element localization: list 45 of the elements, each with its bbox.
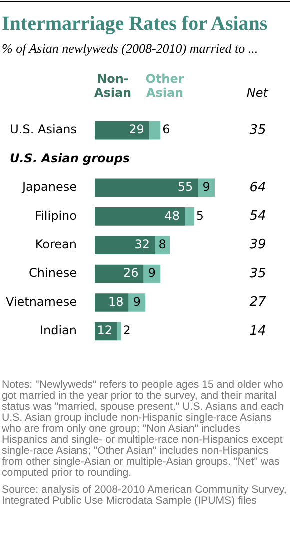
series-label: Non-Asian bbox=[93, 72, 133, 100]
data-label: 48 bbox=[164, 208, 180, 223]
bar bbox=[95, 178, 198, 198]
y-tick-label: Filipino bbox=[35, 208, 77, 223]
bar bbox=[118, 322, 122, 341]
bar bbox=[149, 121, 161, 140]
text: 54 bbox=[250, 209, 266, 224]
bar bbox=[95, 207, 185, 226]
data-label: 18 bbox=[108, 294, 124, 309]
text: Notes: "Newlyweds" refers to people ages 15 and older who got married in the year prior to the survey, and their marital status was "married, spouse present." U.S. Asians and each U.S. Asian group include non-Hispanic single-race Asians who are from only one group; "Non Asian" includes Hispanics and single- or multiple-race non-Hispanics except single-race Asians; "Other Asian" includes non-Hispanics from other single-Asian or multiple-Asian groups. "Net" was computed prior to rounding. bbox=[2, 379, 284, 479]
chart-title: Intermarriage Rates for Asians bbox=[2, 13, 268, 36]
text: 35 bbox=[250, 122, 266, 138]
data-label: 5 bbox=[196, 208, 204, 223]
annotation: U.S. Asian groups bbox=[10, 151, 130, 166]
text: 14 bbox=[250, 324, 266, 339]
source-note: Source: analysis of 2008-2010 American Community Survey, Integrated Public Use Microdata Sample (IPUMS) files bbox=[2, 484, 288, 507]
y-tick-label: Vietnamese bbox=[6, 294, 77, 309]
text: 35 bbox=[250, 266, 266, 282]
y-tick-label: Korean bbox=[35, 237, 77, 252]
series-label: Other Asian bbox=[144, 72, 186, 100]
text: 39 bbox=[250, 238, 266, 253]
y-tick-label: Chinese bbox=[29, 266, 77, 280]
y-tick-label: Japanese bbox=[22, 180, 77, 194]
data-label: 29 bbox=[129, 122, 144, 137]
text: 27 bbox=[250, 295, 267, 310]
bar bbox=[95, 264, 144, 284]
data-label: 26 bbox=[123, 266, 139, 280]
bar bbox=[185, 207, 194, 226]
data-label: 2 bbox=[123, 324, 131, 338]
data-label: 9 bbox=[133, 294, 142, 309]
chart-subtitle: % of Asian newlyweds (2008-2010) married to ... bbox=[2, 41, 258, 57]
data-label: 9 bbox=[148, 266, 156, 280]
data-label: 32 bbox=[134, 237, 150, 252]
y-tick-label: U.S. Asians bbox=[10, 122, 77, 137]
data-label: 12 bbox=[97, 324, 112, 338]
text: Net bbox=[246, 86, 268, 100]
text: 64 bbox=[250, 180, 266, 196]
bar bbox=[95, 294, 129, 312]
data-label: 6 bbox=[162, 122, 170, 137]
data-label: 8 bbox=[158, 237, 166, 252]
y-tick-label: Indian bbox=[40, 324, 77, 338]
data-label: 9 bbox=[202, 180, 210, 194]
bar bbox=[95, 236, 155, 255]
bar bbox=[95, 121, 150, 140]
data-label: 55 bbox=[178, 180, 194, 194]
